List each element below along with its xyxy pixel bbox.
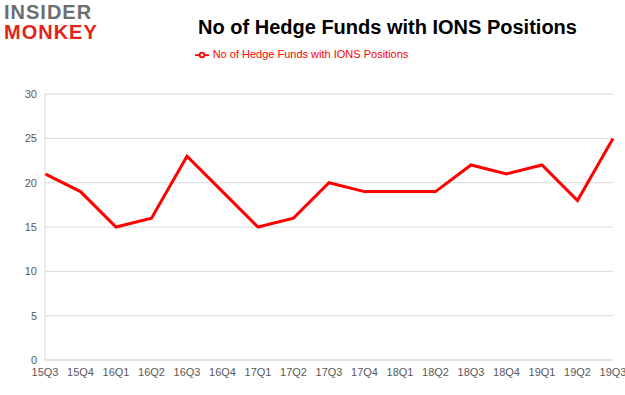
svg-text:18Q1: 18Q1	[387, 366, 414, 378]
svg-text:19Q3: 19Q3	[600, 366, 617, 378]
svg-text:30: 30	[25, 88, 37, 100]
svg-text:19Q2: 19Q2	[564, 366, 591, 378]
svg-text:19Q1: 19Q1	[529, 366, 556, 378]
svg-text:5: 5	[31, 310, 37, 322]
svg-text:15: 15	[25, 221, 37, 233]
svg-text:17Q4: 17Q4	[351, 366, 378, 378]
svg-text:10: 10	[25, 265, 37, 277]
html-text:No of Hedge Funds with IONS Po: No of Hedge Funds with IONS Positions	[198, 16, 577, 38]
svg-text:20: 20	[25, 177, 37, 189]
svg-text:18Q4: 18Q4	[493, 366, 520, 378]
svg-text:16Q1: 16Q1	[103, 366, 130, 378]
svg-text:18Q2: 18Q2	[422, 366, 449, 378]
svg-text:17Q2: 17Q2	[280, 366, 307, 378]
svg-text:15Q3: 15Q3	[32, 366, 59, 378]
svg-text:25: 25	[25, 132, 37, 144]
svg-text:0: 0	[31, 354, 37, 366]
svg-text:16Q4: 16Q4	[209, 366, 236, 378]
html-text:MONKEY: MONKEY	[4, 21, 98, 43]
svg-text:17Q1: 17Q1	[245, 366, 272, 378]
svg-text:16Q3: 16Q3	[174, 366, 201, 378]
html-text:INSIDER: INSIDER	[4, 1, 93, 23]
html-text:No of Hedge Funds with IONS Po: No of Hedge Funds with IONS Positions	[212, 48, 409, 60]
svg-text:18Q3: 18Q3	[458, 366, 485, 378]
svg-text:17Q3: 17Q3	[316, 366, 343, 378]
svg-text:16Q2: 16Q2	[138, 366, 165, 378]
svg-text:15Q4: 15Q4	[67, 366, 94, 378]
